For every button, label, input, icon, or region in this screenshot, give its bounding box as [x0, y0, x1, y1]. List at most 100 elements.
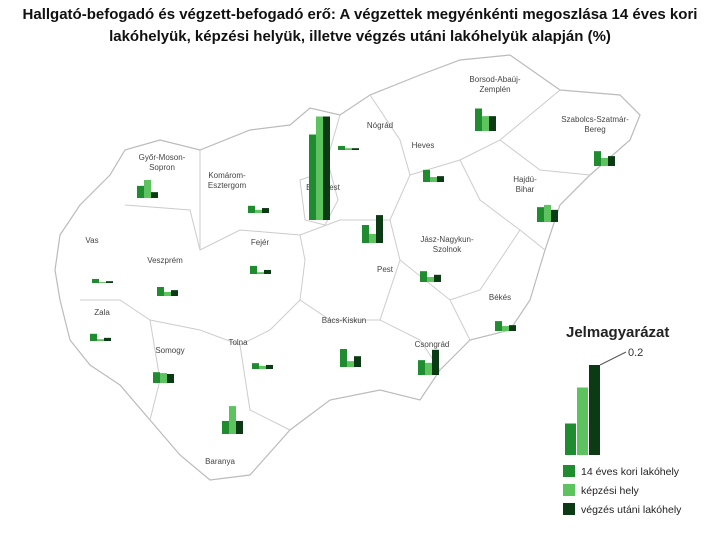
bar	[222, 420, 229, 434]
bar	[347, 361, 354, 367]
region-label: Csongrád	[415, 340, 450, 349]
scale-label: 0.2	[628, 347, 643, 359]
bar	[167, 374, 174, 383]
region-label: Szabolcs-Szatmár-	[561, 115, 629, 124]
bar	[601, 157, 608, 166]
bar	[160, 373, 167, 383]
bar	[104, 337, 111, 341]
bar	[502, 326, 509, 331]
bar	[338, 145, 345, 150]
legend-bar	[589, 365, 600, 455]
county-borders	[80, 89, 591, 431]
bar	[137, 185, 144, 198]
region-label: Fejér	[251, 238, 270, 247]
legend-bar	[565, 423, 576, 455]
bar	[252, 363, 259, 369]
bar	[236, 420, 243, 434]
bar	[362, 225, 369, 243]
region-label: Esztergom	[208, 181, 247, 190]
bar	[99, 282, 106, 283]
bar	[544, 204, 551, 222]
bar	[434, 274, 441, 282]
bar	[376, 215, 383, 243]
region-label: Veszprém	[147, 256, 183, 265]
bar	[608, 156, 615, 166]
bar	[427, 277, 434, 282]
legend-label: képzési hely	[581, 485, 640, 497]
region-label: Szolnok	[433, 245, 462, 254]
bar	[259, 365, 266, 369]
scale-line	[599, 351, 627, 366]
bar	[106, 281, 113, 283]
region-label: Bereg	[584, 125, 605, 134]
bar	[144, 180, 151, 198]
bar	[262, 208, 269, 213]
legend-swatch	[563, 484, 575, 496]
region-label: Somogy	[155, 346, 184, 355]
bar	[423, 169, 430, 182]
bar	[255, 209, 262, 213]
bar	[316, 116, 323, 220]
bar	[323, 116, 330, 220]
bar	[352, 148, 359, 150]
bar	[340, 349, 347, 367]
region-label: Hajdú-	[513, 175, 537, 184]
region-label: Zala	[94, 308, 110, 317]
bar	[437, 176, 444, 182]
title: Hallgató-befogadó és végzett-befogadó er…	[22, 6, 698, 45]
bar	[151, 192, 158, 198]
bar	[157, 287, 164, 296]
region-label: Jász-Nagykun-	[420, 235, 474, 244]
region-label: Vas	[85, 236, 98, 245]
region-label: Nógrád	[367, 121, 393, 130]
bar	[482, 116, 489, 131]
bar	[90, 333, 97, 341]
bar	[369, 234, 376, 243]
bar	[430, 177, 437, 182]
bar	[425, 362, 432, 375]
region-label: Bihar	[516, 185, 535, 194]
region-label: Baranya	[205, 457, 235, 466]
legend-swatch	[563, 465, 575, 477]
bar	[229, 406, 236, 434]
legend-bar	[577, 387, 588, 455]
bar	[495, 321, 502, 331]
region-label: Heves	[412, 141, 435, 150]
region-label: Sopron	[149, 163, 175, 172]
bar	[551, 209, 558, 222]
bar	[489, 116, 496, 131]
bar	[164, 291, 171, 296]
legend-swatch	[563, 503, 575, 515]
bar	[509, 325, 516, 331]
region-label: Komárom-	[208, 171, 246, 180]
bar	[171, 290, 178, 296]
legend-label: végzés utáni lakóhely	[581, 504, 682, 516]
region-label: Borsod-Abaúj-	[469, 75, 520, 84]
legend-label: 14 éves kori lakóhely	[581, 466, 680, 478]
bar	[264, 269, 271, 274]
bar	[475, 108, 482, 131]
region-label: Tolna	[228, 338, 248, 347]
bar	[92, 278, 99, 283]
region-label: Pest	[377, 265, 394, 274]
bar	[537, 207, 544, 222]
bar	[257, 272, 264, 274]
bar	[250, 265, 257, 274]
legend-title: Jelmagyarázat	[566, 324, 669, 341]
country-outline	[54, 54, 641, 481]
bar	[248, 205, 255, 213]
region-label: Győr-Moson-	[139, 153, 186, 162]
bar	[309, 134, 316, 220]
bar	[266, 364, 273, 369]
bar	[354, 356, 361, 367]
bar	[420, 271, 427, 282]
bar	[345, 148, 352, 150]
bar	[418, 360, 425, 375]
bar	[432, 349, 439, 375]
bar	[153, 372, 160, 383]
region-label: Bács-Kiskun	[322, 316, 366, 325]
region-label: Békés	[489, 293, 511, 302]
bar	[594, 151, 601, 166]
bar	[97, 339, 104, 341]
